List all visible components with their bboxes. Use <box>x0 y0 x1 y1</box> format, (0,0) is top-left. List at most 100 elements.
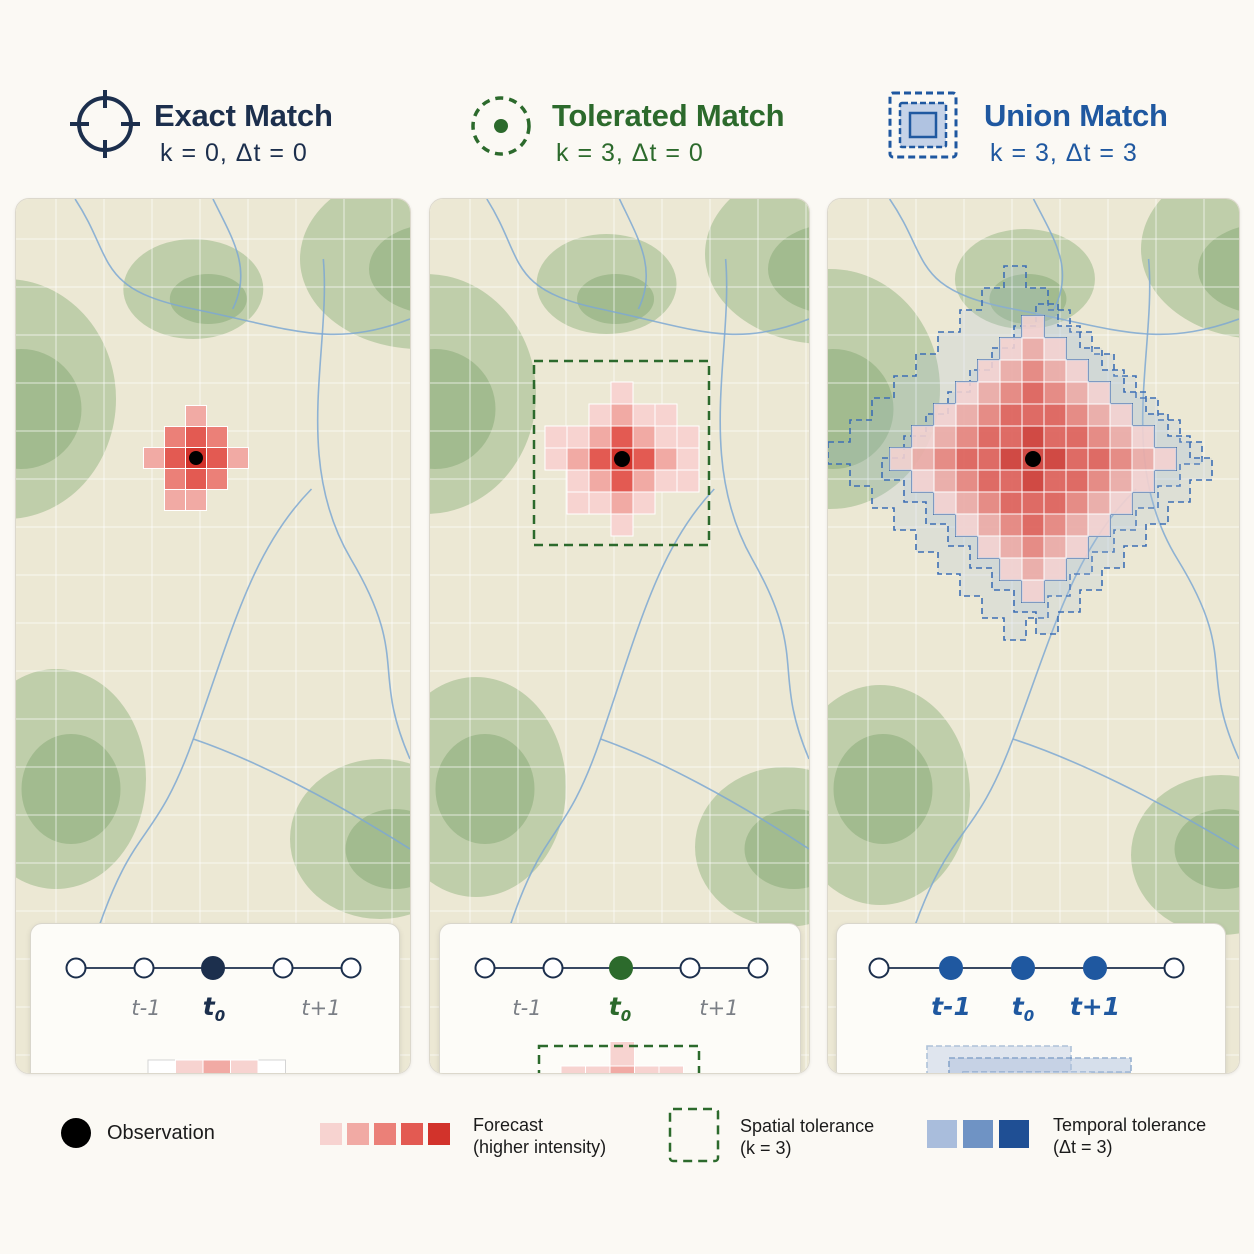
timeline-node <box>474 957 496 979</box>
river <box>719 258 809 760</box>
forecast-cell <box>977 425 1001 449</box>
forecast-cell <box>610 381 634 405</box>
header-tolerated: Tolerated Match k = 3, Δt = 0 <box>470 84 800 184</box>
forecast-cell <box>632 403 656 427</box>
forecast-cell <box>206 447 228 469</box>
inset-panel: t-1 t0 t+1 <box>439 923 801 1073</box>
forecast-cell <box>202 1059 231 1073</box>
forecast-cell <box>1043 469 1067 493</box>
forest-area <box>768 227 809 311</box>
temporal-cell <box>894 508 916 530</box>
forecast-cell <box>1021 513 1045 537</box>
inset-panel: t-1 t0 t+1 <box>836 923 1226 1073</box>
forecast-cell <box>955 513 979 537</box>
forecast-cell <box>566 491 590 515</box>
timeline-label-prev: t-1 <box>931 992 971 1021</box>
timeline-node <box>747 957 769 979</box>
forecast-cell <box>632 447 656 471</box>
river <box>1032 199 1064 310</box>
forecast-cell <box>911 447 935 471</box>
panel-exact: t-1 t0 t+1 <box>15 198 411 1074</box>
timeline-node <box>1163 957 1185 979</box>
forecast-cell <box>1021 315 1045 339</box>
forest-area <box>705 199 809 344</box>
legend-observation-label: Observation <box>107 1122 215 1144</box>
forecast-cell <box>544 447 568 471</box>
timeline-node <box>272 957 294 979</box>
timeline-node <box>679 957 701 979</box>
grid-cell <box>257 1059 286 1073</box>
forecast-cell <box>185 405 207 427</box>
forecast-swatches <box>320 1123 450 1145</box>
dashed-circle-dot-icon <box>471 96 531 156</box>
forecast-cell <box>1087 513 1111 537</box>
forecast-cell <box>999 337 1023 361</box>
inset-graphic <box>868 956 1185 1073</box>
timeline-node <box>201 956 225 980</box>
header-union: Union Match k = 3, Δt = 3 <box>888 84 1218 184</box>
forecast-cell <box>1109 425 1133 449</box>
forecast-cell <box>206 468 228 490</box>
timeline-node <box>939 956 963 980</box>
temporal-cell <box>850 464 872 486</box>
forecast-cell <box>588 469 612 493</box>
panel-union: t-1 t0 t+1 <box>827 198 1240 1074</box>
forecast-cell <box>1043 337 1067 361</box>
forecast-cell <box>962 1072 990 1073</box>
forecast-cell <box>1109 447 1133 471</box>
forecast-cell <box>1087 491 1111 515</box>
forecast-cell <box>1021 535 1045 559</box>
panel-params: k = 3, Δt = 3 <box>990 139 1138 167</box>
forecast-cell <box>1087 447 1111 471</box>
panel-params: k = 3, Δt = 0 <box>556 139 704 167</box>
timeline-node <box>868 957 890 979</box>
forecast-cell <box>1065 513 1089 537</box>
forecast-cell <box>977 359 1001 383</box>
panel-title: Union Match <box>984 98 1168 133</box>
forecast-cell <box>1043 513 1067 537</box>
forecast-cell <box>1109 403 1133 427</box>
forecast-cell <box>588 403 612 427</box>
forecast-cell <box>1131 447 1155 471</box>
forecast-cell <box>1109 469 1133 493</box>
forecast-overlay <box>828 265 1213 641</box>
legend-forecast-label: Forecast (higher intensity) <box>473 1115 607 1157</box>
spatial-tolerance-swatch <box>668 1107 720 1163</box>
temporal-cell <box>1146 502 1168 524</box>
forecast-cell <box>1131 425 1155 449</box>
river <box>486 199 809 335</box>
forecast-cell <box>560 1065 586 1073</box>
temporal-cell <box>894 486 916 508</box>
temporal-cell <box>872 486 894 508</box>
forecast-cell <box>588 425 612 449</box>
forecast-cell <box>632 469 656 493</box>
inset-grid <box>147 1059 286 1073</box>
forecast-swatch <box>347 1123 369 1145</box>
forecast-cell <box>955 469 979 493</box>
forecast-cell <box>1065 359 1089 383</box>
forecast-cell <box>933 425 957 449</box>
temporal-cell <box>828 442 850 464</box>
forecast-cell <box>955 425 979 449</box>
forecast-cell <box>933 469 957 493</box>
forecast-cell <box>1021 557 1045 581</box>
forecast-cell <box>676 425 700 449</box>
river <box>888 199 1239 336</box>
river <box>316 258 410 760</box>
forecast-cell <box>1043 491 1067 515</box>
forest-area <box>744 809 809 889</box>
forecast-cell <box>634 1065 660 1073</box>
temporal-cell <box>960 574 982 596</box>
grid-cell <box>147 1059 176 1073</box>
observation-dot <box>189 451 203 465</box>
forecast-cells <box>143 405 249 511</box>
temporal-cell <box>1158 420 1180 442</box>
timeline-label-next: t+1 <box>1069 992 1121 1021</box>
temporal-cell <box>960 310 982 332</box>
temporal-cell <box>1058 590 1080 612</box>
forecast-cell <box>1021 337 1045 361</box>
forecast-cell <box>999 403 1023 427</box>
river <box>1141 258 1239 760</box>
river <box>193 738 410 850</box>
forecast-cell <box>999 447 1023 471</box>
